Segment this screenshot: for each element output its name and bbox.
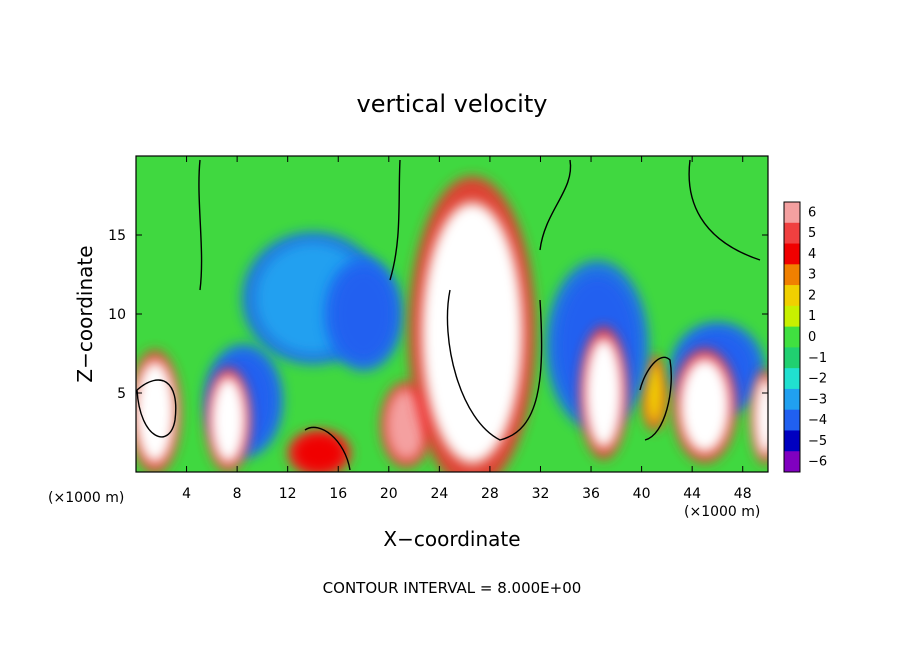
x-tick-label: 48 bbox=[734, 486, 752, 502]
x-axis-ticks: 4 8 12 16 20 24 28 32 36 40 44 48 bbox=[182, 156, 752, 502]
contour-line bbox=[446, 289, 543, 441]
heatmap-cell bbox=[331, 266, 396, 362]
y-axis-label: Z−coordinate bbox=[73, 245, 97, 382]
x-unit-label-right: (×1000 m) bbox=[684, 504, 760, 520]
y-tick-label: 15 bbox=[108, 228, 126, 244]
colorbar-label: 4 bbox=[808, 247, 816, 262]
colorbar-label: −3 bbox=[808, 392, 827, 407]
heatmap-cell bbox=[210, 376, 246, 464]
x-axis-label: X−coordinate bbox=[383, 527, 520, 551]
heatmap-cell bbox=[584, 337, 623, 449]
x-tick-label: 16 bbox=[329, 486, 347, 502]
x-tick-label: 44 bbox=[683, 486, 701, 502]
y-tick-label: 5 bbox=[117, 386, 126, 402]
colorbar-swatch bbox=[784, 243, 800, 265]
heatmap-cell bbox=[421, 202, 523, 464]
colorbar-label: −5 bbox=[808, 434, 827, 449]
contour-lines bbox=[136, 159, 761, 471]
y-tick-label: 10 bbox=[108, 307, 126, 323]
colorbar-swatch bbox=[784, 409, 800, 431]
contour-line bbox=[304, 426, 351, 471]
contour-interval-note: CONTOUR INTERVAL = 8.000E+00 bbox=[323, 579, 582, 597]
colorbar-label: 1 bbox=[808, 309, 816, 324]
colorbar-swatch bbox=[784, 347, 800, 369]
colorbar-swatch bbox=[784, 451, 800, 473]
x-tick-label: 12 bbox=[279, 486, 297, 502]
x-unit-label-left: (×1000 m) bbox=[48, 490, 124, 506]
heatmap-cell bbox=[136, 360, 176, 464]
heatmap-cell bbox=[294, 434, 345, 472]
contour-line bbox=[136, 379, 177, 438]
colorbar-label: 5 bbox=[808, 226, 816, 241]
colorbar-swatch bbox=[784, 430, 800, 452]
colorbar-swatch bbox=[784, 326, 800, 348]
colorbar-label: −6 bbox=[808, 455, 827, 470]
colorbar-frame bbox=[783, 201, 801, 473]
colorbar-swatch bbox=[784, 285, 800, 307]
x-tick-label: 40 bbox=[633, 486, 651, 502]
x-tick-label: 4 bbox=[182, 486, 191, 502]
colorbar-label: −1 bbox=[808, 351, 827, 366]
contour-line bbox=[688, 159, 761, 261]
x-tick-label: 8 bbox=[233, 486, 242, 502]
colorbar-label: 6 bbox=[808, 205, 816, 220]
heatmap-cell bbox=[754, 377, 768, 457]
x-tick-label: 32 bbox=[532, 486, 550, 502]
colorbar-label: −2 bbox=[808, 372, 827, 387]
colorbar-swatch bbox=[784, 222, 800, 245]
colorbar-swatch bbox=[784, 264, 800, 286]
colorbar-label: 0 bbox=[808, 330, 816, 345]
colorbar: 6 5 4 3 2 1 0 −1 −2 −3 −4 −5 −6 bbox=[783, 201, 827, 473]
y-axis-ticks: 5 10 15 bbox=[108, 228, 768, 402]
x-tick-label: 24 bbox=[430, 486, 448, 502]
colorbar-swatch bbox=[784, 388, 800, 411]
heatmap-cell bbox=[644, 361, 664, 425]
colorbar-label: −4 bbox=[808, 413, 827, 428]
chart-title: vertical velocity bbox=[357, 90, 548, 118]
x-tick-label: 36 bbox=[582, 486, 600, 502]
x-tick-label: 20 bbox=[380, 486, 398, 502]
x-tick-label: 28 bbox=[481, 486, 499, 502]
heatmap-field bbox=[136, 176, 768, 472]
contour-line bbox=[389, 159, 401, 281]
colorbar-label: 2 bbox=[808, 288, 816, 303]
contour-line bbox=[639, 356, 672, 441]
contour-line bbox=[539, 159, 572, 251]
colorbar-swatch bbox=[784, 368, 800, 390]
colorbar-swatch bbox=[784, 305, 800, 328]
contour-line bbox=[198, 159, 203, 291]
colorbar-label: 3 bbox=[808, 268, 816, 283]
heatmap-cell bbox=[679, 358, 731, 454]
colorbar-swatch bbox=[784, 202, 800, 224]
